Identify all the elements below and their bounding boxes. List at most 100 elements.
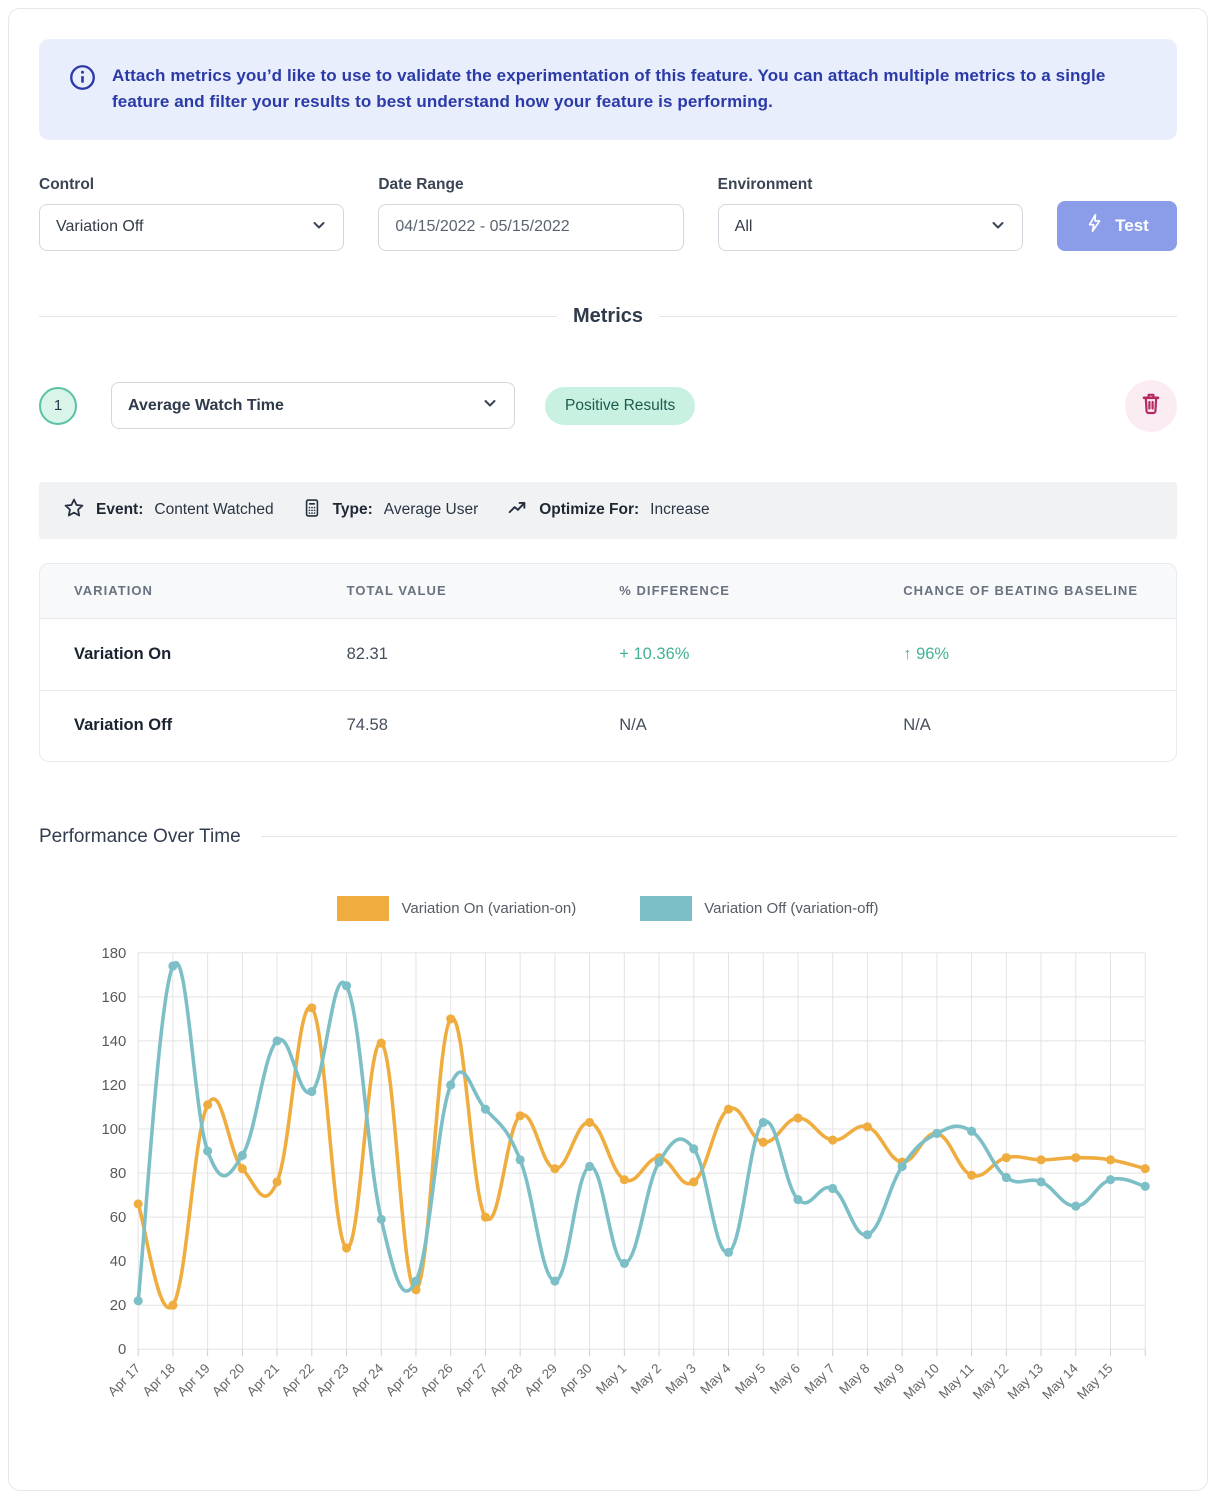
data-point[interactable] [620, 1175, 629, 1184]
data-point[interactable] [863, 1230, 872, 1239]
performance-heading: Performance Over Time [39, 826, 1177, 848]
result-status-badge: Positive Results [545, 387, 695, 425]
chart-plot-area: 020406080100120140160180Apr 17Apr 18Apr … [43, 931, 1173, 1456]
results-table: Variation Total Value % Difference Chanc… [39, 563, 1177, 762]
divider-line [261, 836, 1177, 837]
data-point[interactable] [238, 1151, 247, 1160]
data-point[interactable] [342, 1243, 351, 1252]
event-label: Event: [96, 501, 143, 519]
data-point[interactable] [307, 1003, 316, 1012]
data-point[interactable] [203, 1146, 212, 1155]
data-point[interactable] [1036, 1155, 1045, 1164]
metric-select[interactable]: Average Watch Time [111, 382, 515, 429]
legend-item-variation-off[interactable]: Variation Off (variation-off) [640, 896, 878, 921]
legend-swatch [640, 896, 692, 921]
environment-label: Environment [718, 176, 1023, 194]
data-point[interactable] [377, 1214, 386, 1223]
control-select[interactable]: Variation Off [39, 204, 344, 251]
metric-details-bar: Event: Content Watched Type: Average Use… [39, 482, 1177, 539]
metric-select-value: Average Watch Time [128, 397, 284, 415]
svg-text:Apr 18: Apr 18 [140, 1360, 178, 1398]
data-point[interactable] [828, 1135, 837, 1144]
data-point[interactable] [481, 1212, 490, 1221]
data-point[interactable] [342, 981, 351, 990]
data-point[interactable] [585, 1118, 594, 1127]
svg-text:Apr 19: Apr 19 [174, 1360, 212, 1398]
data-point[interactable] [620, 1259, 629, 1268]
data-point[interactable] [585, 1162, 594, 1171]
svg-text:160: 160 [101, 990, 126, 1006]
data-point[interactable] [1141, 1181, 1150, 1190]
data-point[interactable] [759, 1118, 768, 1127]
data-point[interactable] [1106, 1175, 1115, 1184]
data-point[interactable] [550, 1276, 559, 1285]
date-range-filter: Date Range [378, 176, 683, 251]
cell-chance: N/A [869, 716, 1176, 735]
data-point[interactable] [307, 1087, 316, 1096]
svg-text:May 15: May 15 [1074, 1360, 1116, 1402]
data-point[interactable] [134, 1199, 143, 1208]
data-point[interactable] [134, 1296, 143, 1305]
svg-text:May 10: May 10 [900, 1360, 942, 1402]
data-point[interactable] [1002, 1153, 1011, 1162]
chevron-down-icon [482, 395, 498, 416]
data-point[interactable] [516, 1111, 525, 1120]
date-range-input[interactable] [378, 204, 683, 251]
test-button-label: Test [1115, 216, 1149, 236]
data-point[interactable] [724, 1104, 733, 1113]
data-point[interactable] [967, 1126, 976, 1135]
data-point[interactable] [1002, 1173, 1011, 1182]
data-point[interactable] [168, 961, 177, 970]
svg-text:May 7: May 7 [801, 1360, 837, 1396]
data-point[interactable] [724, 1248, 733, 1257]
data-point[interactable] [481, 1104, 490, 1113]
data-point[interactable] [273, 1036, 282, 1045]
svg-text:May 11: May 11 [936, 1360, 977, 1401]
x-axis-ticks [138, 1349, 1145, 1356]
data-point[interactable] [932, 1129, 941, 1138]
data-point[interactable] [168, 1300, 177, 1309]
table-row: Variation On 82.31 + 10.36% ↑ 96% [40, 619, 1176, 690]
trash-icon [1139, 392, 1163, 419]
data-point[interactable] [203, 1100, 212, 1109]
data-point[interactable] [446, 1014, 455, 1023]
svg-text:May 13: May 13 [1005, 1360, 1047, 1402]
info-icon [69, 64, 96, 96]
data-point[interactable] [238, 1164, 247, 1173]
data-point[interactable] [1036, 1177, 1045, 1186]
divider-line [39, 316, 557, 317]
data-point[interactable] [1141, 1164, 1150, 1173]
test-button[interactable]: Test [1057, 201, 1177, 251]
data-point[interactable] [377, 1038, 386, 1047]
svg-text:May 3: May 3 [663, 1360, 699, 1396]
data-point[interactable] [516, 1155, 525, 1164]
data-point[interactable] [1071, 1201, 1080, 1210]
data-point[interactable] [793, 1113, 802, 1122]
data-point[interactable] [898, 1162, 907, 1171]
data-point[interactable] [1106, 1155, 1115, 1164]
svg-text:May 8: May 8 [836, 1360, 872, 1396]
data-point[interactable] [1071, 1153, 1080, 1162]
data-point[interactable] [550, 1164, 559, 1173]
data-point[interactable] [411, 1276, 420, 1285]
data-point[interactable] [689, 1144, 698, 1153]
data-point[interactable] [863, 1122, 872, 1131]
data-point[interactable] [446, 1080, 455, 1089]
data-point[interactable] [793, 1195, 802, 1204]
legend-label: Variation Off (variation-off) [704, 900, 878, 917]
legend-item-variation-on[interactable]: Variation On (variation-on) [337, 896, 576, 921]
svg-text:Apr 29: Apr 29 [521, 1360, 559, 1398]
svg-text:May 2: May 2 [628, 1360, 664, 1396]
cell-variation: Variation On [40, 645, 313, 664]
data-point[interactable] [828, 1184, 837, 1193]
date-range-label: Date Range [378, 176, 683, 194]
data-point[interactable] [273, 1177, 282, 1186]
data-point[interactable] [759, 1137, 768, 1146]
svg-text:60: 60 [110, 1210, 127, 1226]
environment-select[interactable]: All [718, 204, 1023, 251]
delete-metric-button[interactable] [1125, 380, 1177, 432]
data-point[interactable] [689, 1177, 698, 1186]
svg-text:40: 40 [110, 1254, 127, 1270]
data-point[interactable] [655, 1157, 664, 1166]
data-point[interactable] [967, 1170, 976, 1179]
